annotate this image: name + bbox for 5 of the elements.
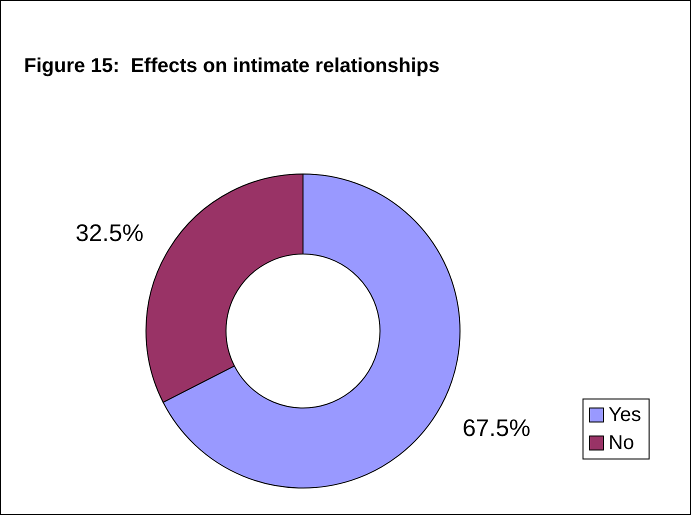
data-label: 67.5% [462, 415, 531, 442]
chart-title: Figure 15: Effects on intimate relationships [24, 55, 440, 77]
legend-label: No [608, 432, 634, 454]
legend-label: Yes [608, 404, 642, 426]
data-label: 32.5% [75, 220, 144, 247]
